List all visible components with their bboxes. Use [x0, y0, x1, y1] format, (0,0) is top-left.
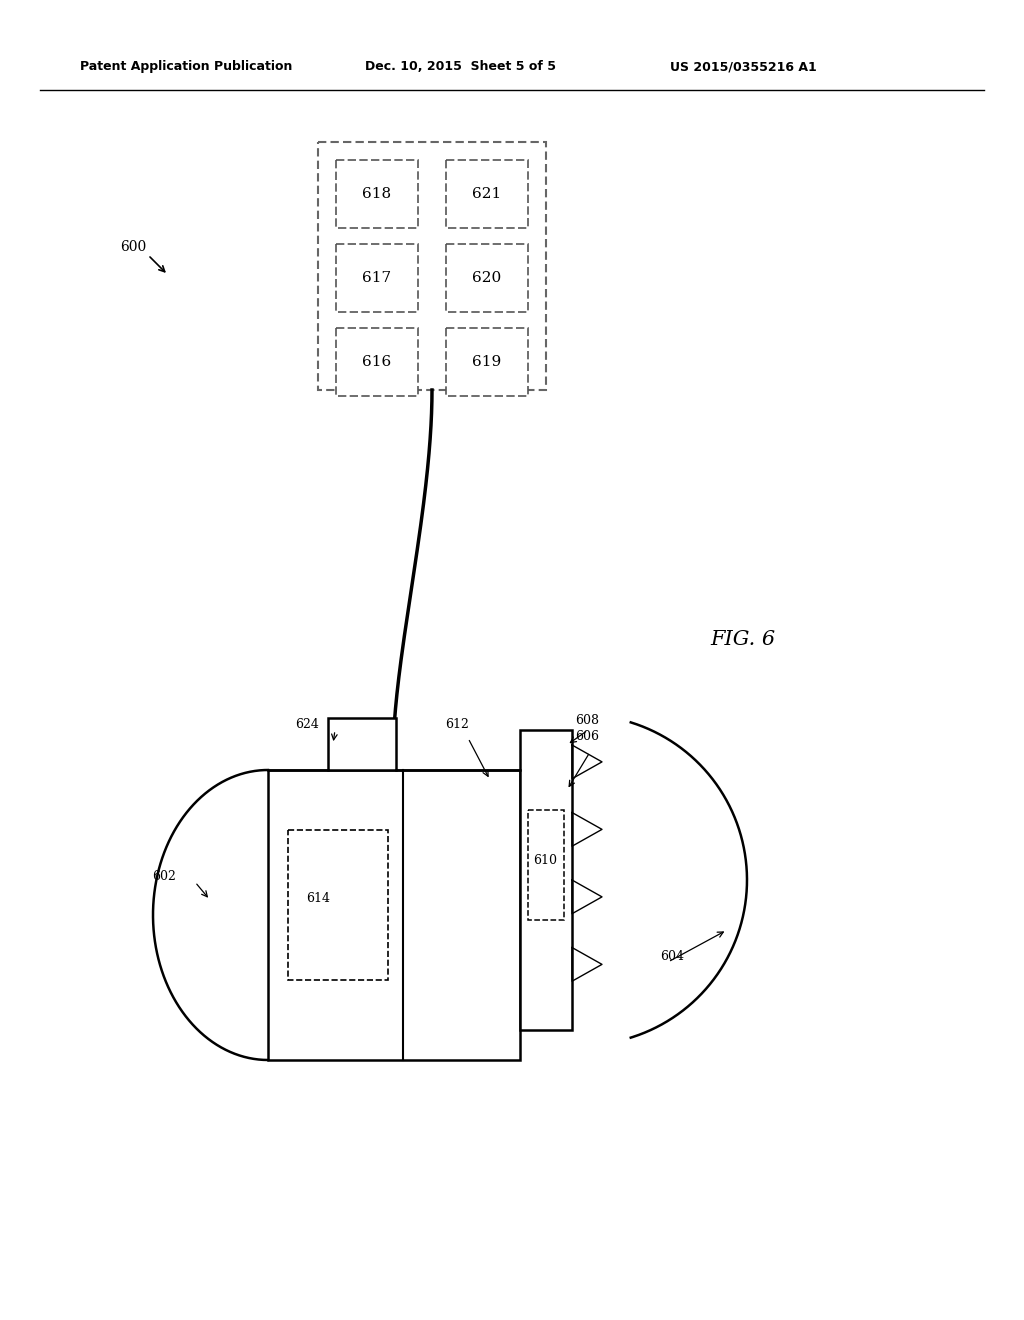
Text: 602: 602 — [152, 870, 176, 883]
Text: 619: 619 — [472, 355, 502, 370]
Text: 614: 614 — [306, 892, 330, 906]
Text: 604: 604 — [660, 950, 684, 964]
Text: 618: 618 — [362, 187, 391, 201]
Text: 617: 617 — [362, 271, 391, 285]
Text: FIG. 6: FIG. 6 — [710, 630, 775, 649]
Bar — [528, 810, 564, 920]
Text: 606: 606 — [575, 730, 599, 743]
Bar — [268, 770, 520, 1060]
Text: US 2015/0355216 A1: US 2015/0355216 A1 — [670, 59, 817, 73]
Text: Patent Application Publication: Patent Application Publication — [80, 59, 293, 73]
Bar — [328, 718, 396, 770]
Bar — [336, 160, 418, 228]
Text: 608: 608 — [575, 714, 599, 727]
Bar — [446, 160, 528, 228]
Text: 612: 612 — [445, 718, 469, 731]
Bar — [318, 143, 546, 389]
Bar — [336, 327, 418, 396]
Text: 624: 624 — [295, 718, 318, 731]
Text: Dec. 10, 2015  Sheet 5 of 5: Dec. 10, 2015 Sheet 5 of 5 — [365, 59, 556, 73]
Text: 600: 600 — [120, 240, 146, 253]
Text: 620: 620 — [472, 271, 502, 285]
Bar — [446, 327, 528, 396]
Text: 621: 621 — [472, 187, 502, 201]
Bar — [288, 830, 388, 979]
Text: 610: 610 — [534, 854, 557, 866]
Text: 616: 616 — [362, 355, 391, 370]
Bar — [446, 244, 528, 312]
Bar — [336, 244, 418, 312]
Bar — [520, 730, 572, 1030]
